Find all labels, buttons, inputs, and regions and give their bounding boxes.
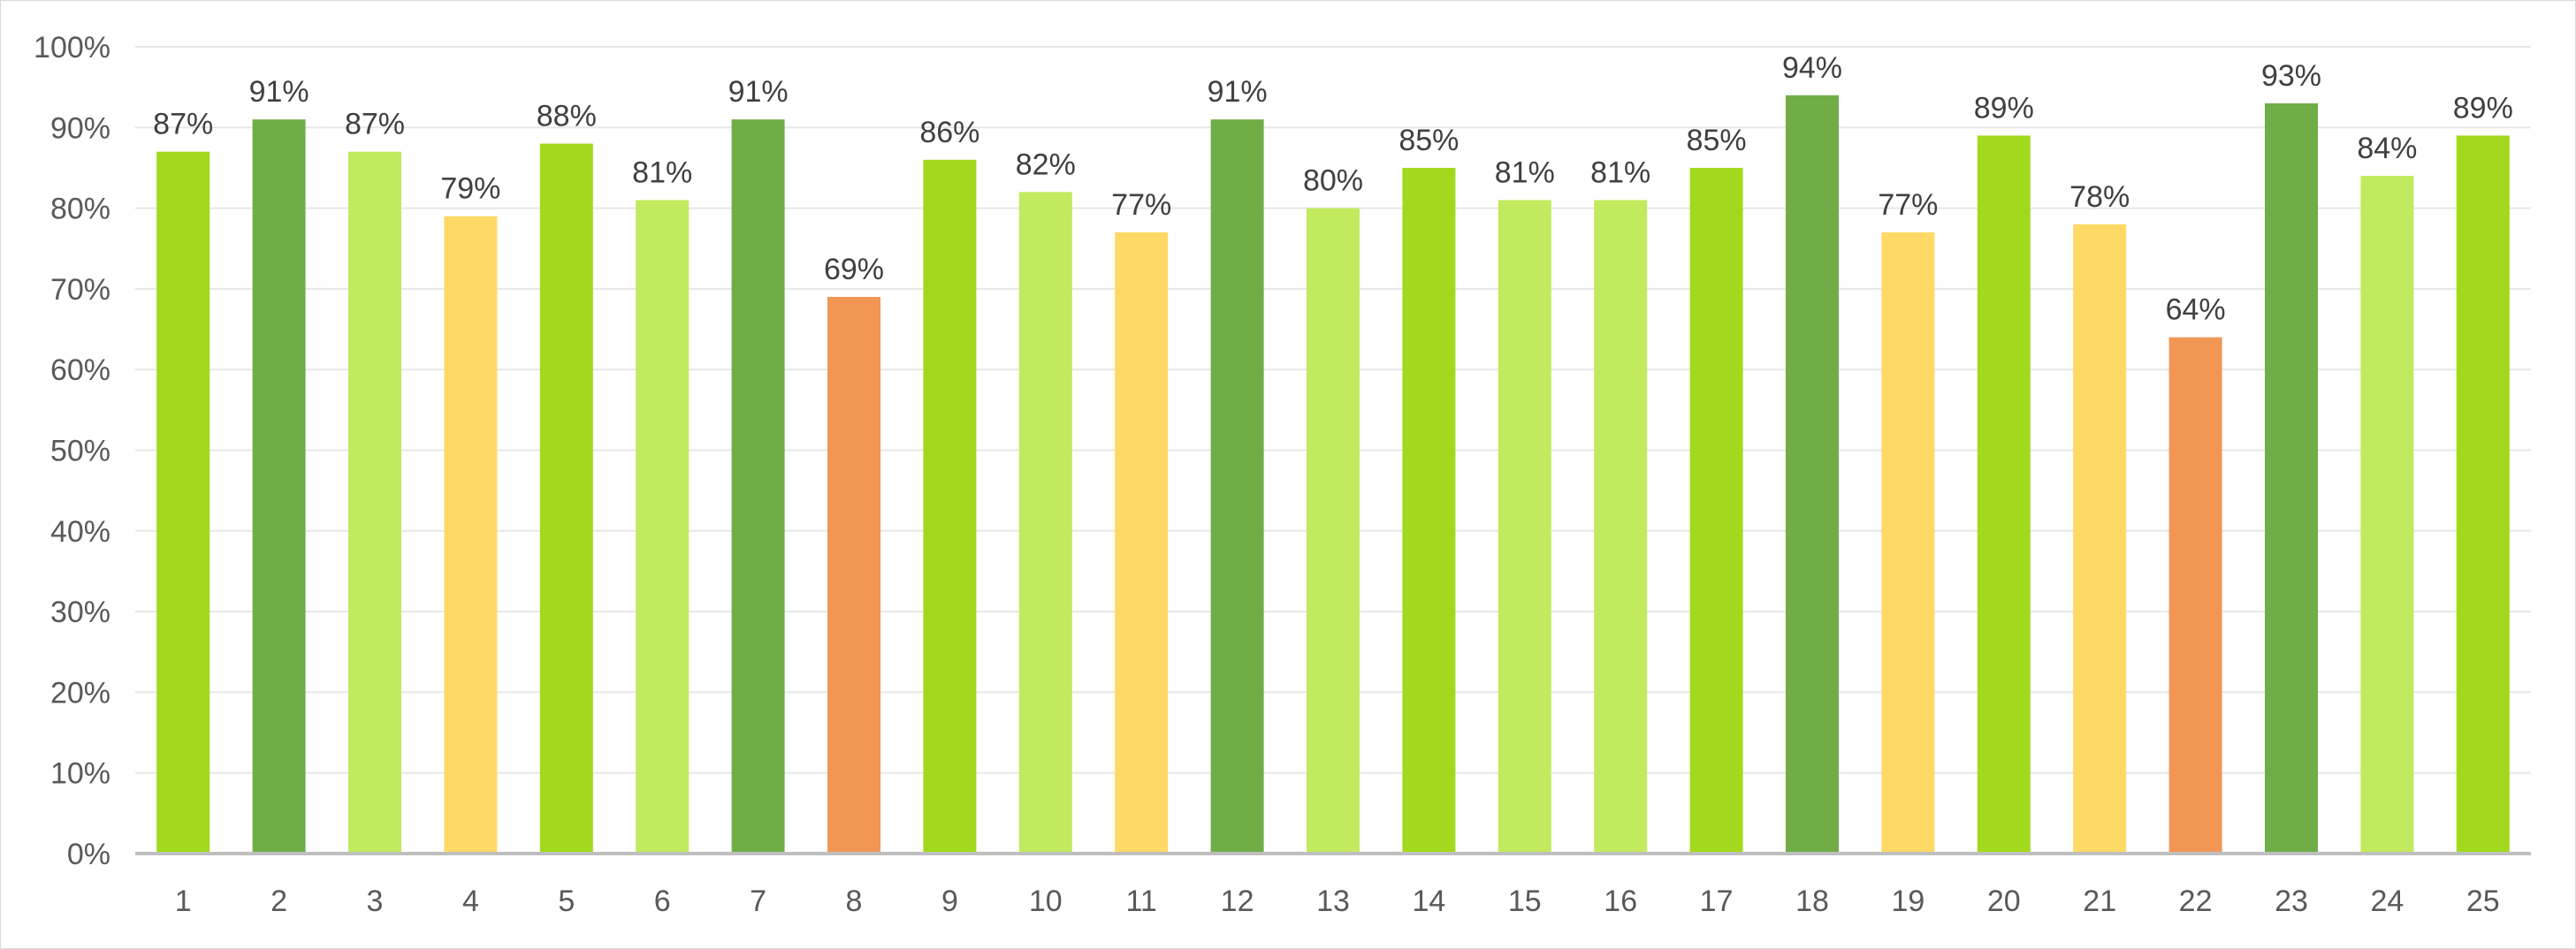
x-tick-label: 22 xyxy=(2179,884,2213,918)
data-label: 86% xyxy=(919,116,979,149)
bar xyxy=(1307,208,1360,854)
bar xyxy=(1594,200,1648,854)
x-tick-label: 10 xyxy=(1029,884,1063,918)
bar xyxy=(2360,176,2414,854)
bar xyxy=(2265,102,2318,854)
x-tick-label: 18 xyxy=(1795,884,1829,918)
y-tick-label: 10% xyxy=(50,757,111,791)
bar xyxy=(2168,337,2222,854)
y-tick-label: 30% xyxy=(50,596,111,629)
x-tick-label: 6 xyxy=(654,884,671,918)
data-label: 69% xyxy=(824,253,884,286)
x-tick-label: 25 xyxy=(2466,884,2500,918)
x-tick-label: 24 xyxy=(2370,884,2404,918)
y-tick-label: 50% xyxy=(50,435,111,468)
bar xyxy=(923,159,977,854)
x-tick-label: 4 xyxy=(462,884,479,918)
x-tick-label: 15 xyxy=(1508,884,1542,918)
bar xyxy=(348,151,401,854)
bar xyxy=(156,151,210,854)
data-label: 94% xyxy=(1782,51,1842,85)
data-labels: 87% 91% 87% 79% 88% 81% 91% 69% 86% 82% 77% 91% 80% 8… xyxy=(153,51,2513,327)
data-label: 87% xyxy=(153,108,213,141)
x-tick-label: 13 xyxy=(1316,884,1350,918)
bar xyxy=(1881,232,1935,854)
x-tick-label: 1 xyxy=(175,884,192,918)
x-tick-label: 16 xyxy=(1604,884,1637,918)
bar xyxy=(1498,200,1551,854)
data-label: 85% xyxy=(1399,124,1459,157)
bar xyxy=(636,200,690,854)
bar xyxy=(444,216,498,854)
y-tick-label: 90% xyxy=(50,111,111,145)
x-tick-label: 19 xyxy=(1891,884,1924,918)
bar xyxy=(252,119,306,854)
data-label: 84% xyxy=(2357,132,2417,165)
data-label: 91% xyxy=(1208,75,1268,109)
y-tick-label: 70% xyxy=(50,273,111,307)
y-tick-label: 80% xyxy=(50,193,111,226)
x-tick-label: 20 xyxy=(1987,884,2021,918)
y-tick-label: 0% xyxy=(67,838,111,871)
x-tick-label: 12 xyxy=(1221,884,1254,918)
x-tick-label: 7 xyxy=(750,884,766,918)
data-label: 87% xyxy=(345,108,405,141)
x-tick-label: 2 xyxy=(271,884,287,918)
y-tick-label: 100% xyxy=(34,31,111,65)
data-label: 89% xyxy=(1974,91,2034,125)
y-tick-label: 40% xyxy=(50,515,111,549)
x-tick-label: 14 xyxy=(1412,884,1445,918)
y-tick-label: 20% xyxy=(50,676,111,710)
data-label: 81% xyxy=(1590,156,1650,189)
data-label: 82% xyxy=(1016,148,1076,181)
bar xyxy=(1689,167,1743,854)
x-tick-label: 21 xyxy=(2083,884,2116,918)
data-label: 88% xyxy=(537,100,597,133)
x-tick-label: 8 xyxy=(846,884,863,918)
x-tick-label: 17 xyxy=(1700,884,1734,918)
data-label: 77% xyxy=(1111,188,1171,222)
data-label: 81% xyxy=(632,156,692,189)
y-axis-tick-labels: 0% 10% 20% 30% 40% 50% 60% 70% 80% 90% 100% xyxy=(34,31,111,871)
data-label: 85% xyxy=(1687,124,1747,157)
data-label: 80% xyxy=(1303,164,1363,198)
x-tick-label: 23 xyxy=(2275,884,2308,918)
bar xyxy=(1115,232,1169,854)
x-tick-label: 3 xyxy=(367,884,384,918)
data-label: 78% xyxy=(2069,180,2130,214)
bar xyxy=(539,143,593,854)
x-tick-label: 5 xyxy=(558,884,575,918)
bar xyxy=(2073,224,2127,854)
data-label: 91% xyxy=(249,75,309,109)
data-label: 64% xyxy=(2166,293,2226,327)
bars xyxy=(156,95,2510,854)
bar xyxy=(1977,135,2031,854)
data-label: 77% xyxy=(1878,188,1938,222)
bar xyxy=(1402,167,1456,854)
data-label: 89% xyxy=(2453,91,2513,125)
bar xyxy=(1786,95,1839,854)
bar xyxy=(2456,135,2510,854)
data-label: 81% xyxy=(1495,156,1555,189)
x-tick-label: 11 xyxy=(1126,884,1157,918)
x-axis-tick-labels: 1 2 3 4 5 6 7 8 9 10 11 12 13 14 15 16 17 18 19 20 21 22 23 24 2… xyxy=(175,884,2500,918)
bar xyxy=(1018,192,1072,854)
x-tick-label: 9 xyxy=(941,884,958,918)
data-label: 91% xyxy=(728,75,789,109)
data-label: 79% xyxy=(440,172,500,206)
bar xyxy=(731,119,785,854)
bar xyxy=(1210,119,1264,854)
y-tick-label: 60% xyxy=(50,353,111,387)
bar xyxy=(827,297,880,854)
data-label: 93% xyxy=(2261,59,2321,93)
